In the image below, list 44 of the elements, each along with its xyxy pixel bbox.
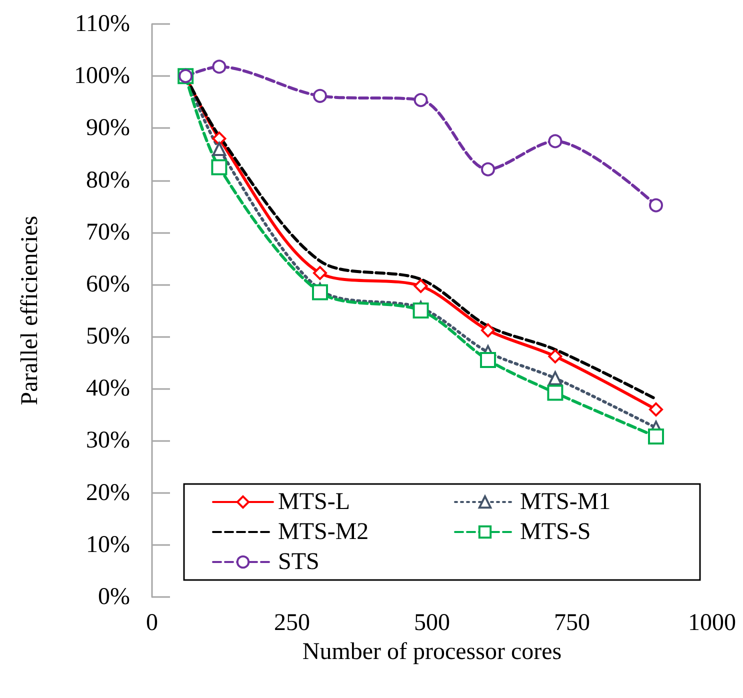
point bbox=[649, 402, 663, 416]
point bbox=[313, 266, 327, 280]
x-tick-label: 750 bbox=[554, 610, 590, 636]
y-tick-label: 50% bbox=[86, 324, 130, 350]
point bbox=[648, 428, 664, 445]
y-tick-label: 40% bbox=[86, 376, 130, 402]
y-tick-label: 0% bbox=[98, 584, 130, 610]
point bbox=[547, 384, 564, 401]
legend-label: MTS-L bbox=[278, 489, 350, 515]
point bbox=[414, 93, 428, 108]
y-tick-label: 20% bbox=[86, 480, 130, 506]
point bbox=[481, 162, 495, 176]
x-tick-label: 1000 bbox=[688, 610, 736, 636]
y-tick-label: 90% bbox=[86, 115, 130, 142]
legend-label: MTS-M1 bbox=[520, 489, 611, 515]
y-tick-label: 70% bbox=[86, 219, 130, 246]
point bbox=[211, 159, 228, 176]
point bbox=[548, 349, 562, 364]
y-tick-label: 100% bbox=[74, 63, 130, 90]
point bbox=[313, 88, 327, 103]
point bbox=[481, 323, 495, 338]
point bbox=[649, 198, 663, 212]
point bbox=[212, 60, 226, 74]
point bbox=[212, 142, 226, 156]
point bbox=[412, 302, 429, 318]
y-tick-label: 80% bbox=[86, 167, 130, 194]
legend-label: MTS-S bbox=[520, 519, 591, 545]
legend-label: MTS-M2 bbox=[278, 519, 369, 545]
y-tick-label: 30% bbox=[86, 428, 130, 454]
legend-label: STS bbox=[278, 549, 320, 575]
x-tick-label: 500 bbox=[414, 610, 450, 636]
y-tick-label: 110% bbox=[74, 11, 130, 37]
x-tick-label: 250 bbox=[274, 610, 310, 636]
point bbox=[212, 132, 226, 146]
x-tick-label: 0 bbox=[146, 610, 158, 636]
y-axis-title: Parallel efficiencies bbox=[17, 216, 43, 406]
point bbox=[480, 352, 496, 368]
point bbox=[312, 284, 328, 300]
point bbox=[414, 279, 428, 294]
x-axis-title: Number of processor cores bbox=[302, 638, 562, 665]
y-tick-label: 10% bbox=[86, 532, 130, 558]
point bbox=[548, 371, 562, 386]
point bbox=[548, 134, 562, 148]
y-tick-label: 60% bbox=[86, 271, 130, 298]
